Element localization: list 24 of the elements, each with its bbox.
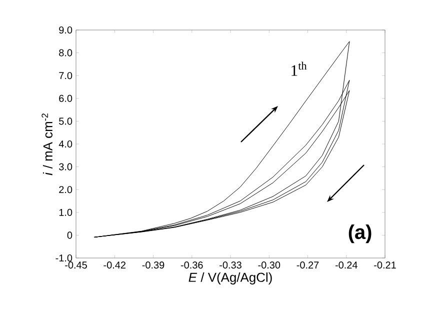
x-tick-label: -0.33 [220, 262, 242, 269]
y-tick-label: 9.0 [59, 26, 72, 34]
y-axis-title: i / mA cm$^{-2}$ [42, 114, 52, 176]
y-tick-label: 4.0 [58, 140, 72, 148]
y-tick-label: 6.0 [59, 94, 72, 102]
x-tick-label: -0.27 [296, 262, 319, 269]
annotation: (a) [348, 224, 372, 244]
y-tick-label: 5.0 [59, 118, 72, 125]
x-tick-label: -0.39 [142, 262, 164, 269]
y-tick-label: 0 [67, 232, 72, 239]
x-tick-label: -0.45 [65, 262, 87, 269]
y-tick-label: 7.0 [59, 72, 72, 80]
x-tick-label: -0.21 [374, 262, 396, 269]
x-tick-label: -0.24 [335, 262, 358, 269]
x-tick-label: -0.42 [104, 262, 126, 269]
y-tick-label: 2.0 [59, 186, 72, 194]
x-axis-title: E / V(Ag/AgCl) [188, 272, 272, 284]
y-tick-label: 8.0 [59, 49, 72, 56]
annotation: 1$^{th}$ [292, 62, 307, 76]
y-tick-label: -1.0 [56, 254, 72, 262]
y-tick-label: 1.0 [59, 208, 72, 216]
y-tick-label: 3.0 [59, 163, 72, 170]
x-tick-label: -0.36 [180, 262, 203, 269]
x-tick-label: -0.30 [258, 262, 280, 269]
